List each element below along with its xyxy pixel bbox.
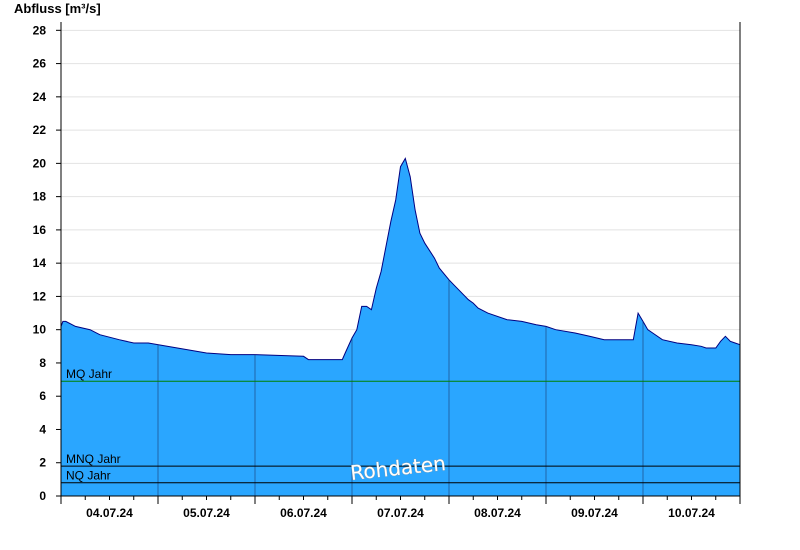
y-tick-label: 6 — [39, 389, 46, 403]
discharge-line — [60, 157, 741, 361]
x-tick-label: 09.07.24 — [571, 506, 618, 520]
y-tick-label: 16 — [33, 223, 47, 237]
y-tick-label: 2 — [39, 456, 46, 470]
x-tick-label: 08.07.24 — [474, 506, 521, 520]
reference-line-label: NQ Jahr — [66, 469, 111, 483]
y-tick-label: 10 — [33, 323, 47, 337]
y-tick-label: 20 — [33, 156, 47, 170]
y-tick-label: 4 — [39, 422, 46, 436]
x-tick-label: 10.07.24 — [668, 506, 715, 520]
y-tick-label: 12 — [33, 289, 47, 303]
y-tick-label: 0 — [39, 489, 46, 503]
y-tick-label: 18 — [33, 190, 47, 204]
y-tick-label: 8 — [39, 356, 46, 370]
x-tick-label: 07.07.24 — [377, 506, 424, 520]
x-tick-label: 06.07.24 — [280, 506, 327, 520]
reference-line-label: MQ Jahr — [66, 367, 112, 381]
y-tick-label: 26 — [33, 57, 47, 71]
discharge-fill — [61, 158, 740, 496]
day-dividers — [157, 279, 644, 496]
reference-line-label: MNQ Jahr — [66, 452, 121, 466]
y-tick-label: 24 — [33, 90, 47, 104]
x-tick-labels: 04.07.24 05.07.24 06.07.24 07.07.24 08.07.24… — [60, 496, 741, 520]
y-tick-label: 22 — [33, 123, 47, 137]
x-tick-label: 04.07.24 — [86, 506, 133, 520]
x-tick-label: 05.07.24 — [183, 506, 230, 520]
reference-lines: MQ Jahr MNQ Jahr NQ Jahr — [61, 367, 740, 484]
y-tick-label: 28 — [33, 23, 47, 37]
y-tick-label: 14 — [33, 256, 47, 270]
discharge-area — [60, 157, 741, 496]
y-axis-title: Abfluss [m³/s] — [14, 1, 101, 16]
